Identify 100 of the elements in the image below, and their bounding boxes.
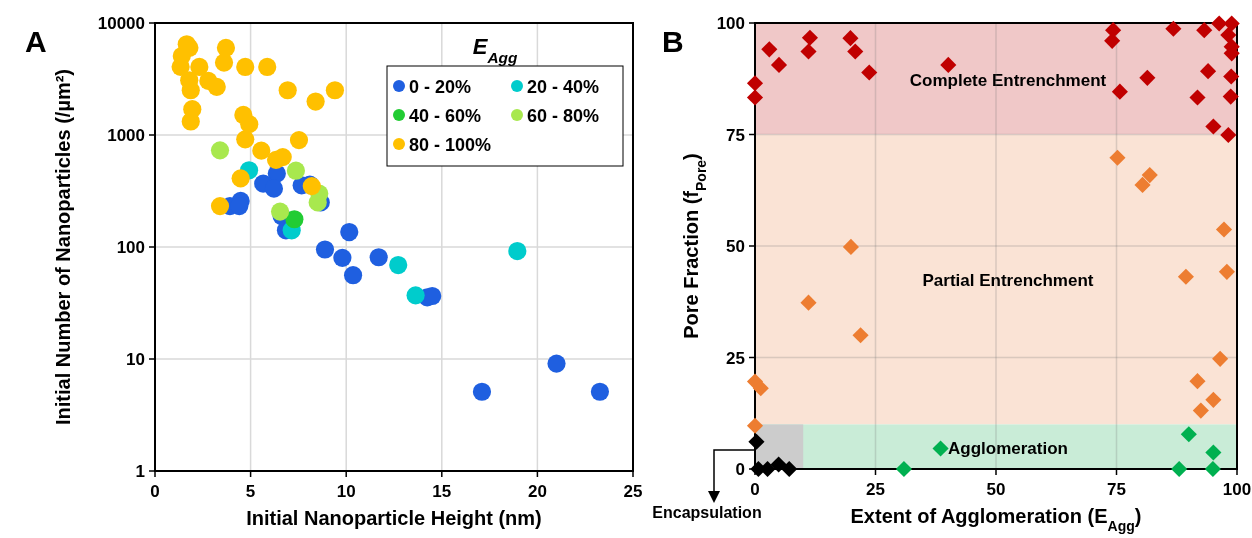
point [800, 43, 817, 60]
point [1222, 88, 1239, 105]
point [1205, 444, 1222, 461]
point [508, 241, 527, 261]
y-tick-label: 1000 [107, 126, 145, 145]
point [590, 382, 610, 401]
band-label: Agglomeration [948, 438, 1068, 458]
point [1200, 63, 1217, 80]
x-tick-label: 25 [623, 482, 643, 501]
x-tick-label: 100 [1222, 480, 1252, 499]
point [472, 382, 492, 401]
point [932, 440, 949, 457]
point [1109, 149, 1126, 166]
legend-title: E$_{Agg}$ [472, 34, 518, 66]
x-tick-label: 15 [432, 482, 452, 501]
point [761, 41, 778, 58]
point [285, 210, 304, 229]
band-label: Complete Entrenchment [909, 70, 1107, 90]
band-label: Partial Entrenchment [922, 271, 1094, 291]
point [216, 38, 236, 57]
point [258, 57, 277, 77]
legend-label: 40 - 60% [409, 106, 482, 126]
y-tick-label: 50 [726, 237, 745, 256]
point [1189, 373, 1206, 390]
y-tick-label: 25 [726, 348, 745, 368]
point [1223, 68, 1240, 85]
point [286, 161, 306, 180]
point [852, 327, 869, 344]
point [752, 380, 769, 397]
point [801, 29, 819, 46]
point [1205, 118, 1222, 135]
point [389, 255, 408, 275]
x-tick-label: 0 [150, 482, 160, 501]
chart-title: B [662, 25, 684, 58]
point [800, 294, 817, 311]
point [181, 81, 200, 100]
point [1205, 391, 1222, 408]
point [236, 130, 255, 149]
point [770, 56, 788, 73]
x-tick-label: 20 [527, 482, 547, 501]
point [842, 30, 859, 47]
y-tick-label: 10 [126, 350, 145, 369]
point [861, 64, 878, 81]
point [325, 81, 345, 100]
point [1111, 83, 1128, 100]
point [210, 196, 230, 216]
point [190, 57, 209, 77]
point [1212, 350, 1229, 367]
x-axis-title: Extent of Agglomeration (E$_{Agg}$) [850, 505, 1142, 534]
point [210, 141, 230, 160]
point [207, 77, 226, 96]
point [1211, 15, 1228, 32]
point [748, 433, 765, 450]
point [1141, 167, 1158, 184]
point [236, 57, 255, 77]
y-tick-label: 0 [735, 460, 745, 479]
point [1189, 89, 1206, 106]
point [1171, 460, 1188, 478]
point [315, 240, 335, 259]
band-label: Encapsulation [652, 504, 762, 521]
point [252, 141, 271, 160]
x-tick-label: 10 [336, 482, 356, 501]
point [746, 417, 764, 434]
x-axis-title: Initial Nanoparticle Height (nm) [246, 507, 542, 529]
point [746, 89, 764, 106]
point [231, 169, 250, 188]
point [1223, 15, 1240, 32]
point [895, 460, 912, 478]
y-tick-label: 100 [116, 238, 145, 257]
point [1180, 426, 1197, 443]
x-tick-label: 0 [750, 480, 760, 499]
x-tick-label: 75 [1107, 480, 1126, 499]
chart-title: A [25, 25, 47, 58]
point [340, 222, 359, 242]
point [1139, 69, 1156, 86]
point [1218, 263, 1235, 280]
y-tick-label: 100 [716, 14, 745, 33]
point [270, 202, 290, 221]
x-tick-label: 5 [245, 482, 256, 501]
point [406, 286, 425, 305]
x-tick-label: 25 [866, 480, 885, 499]
y-axis-title: Initial Number of Nanoparticles (/µm²) [52, 68, 74, 426]
point [1165, 20, 1182, 37]
point [1204, 460, 1221, 478]
point [306, 92, 325, 111]
point [1192, 402, 1209, 419]
x-tick-label: 50 [986, 480, 1006, 499]
point [847, 43, 864, 60]
point [289, 131, 309, 150]
point [333, 248, 352, 267]
legend-label: 60 - 80% [527, 106, 600, 126]
point [940, 56, 957, 73]
point [181, 112, 200, 131]
point [1220, 26, 1237, 44]
point [746, 75, 764, 92]
y-tick-label: 75 [726, 125, 745, 145]
point [240, 115, 259, 134]
y-tick-label: 10000 [97, 14, 145, 33]
point [343, 266, 363, 285]
legend-label: 0 - 20% [409, 77, 472, 97]
